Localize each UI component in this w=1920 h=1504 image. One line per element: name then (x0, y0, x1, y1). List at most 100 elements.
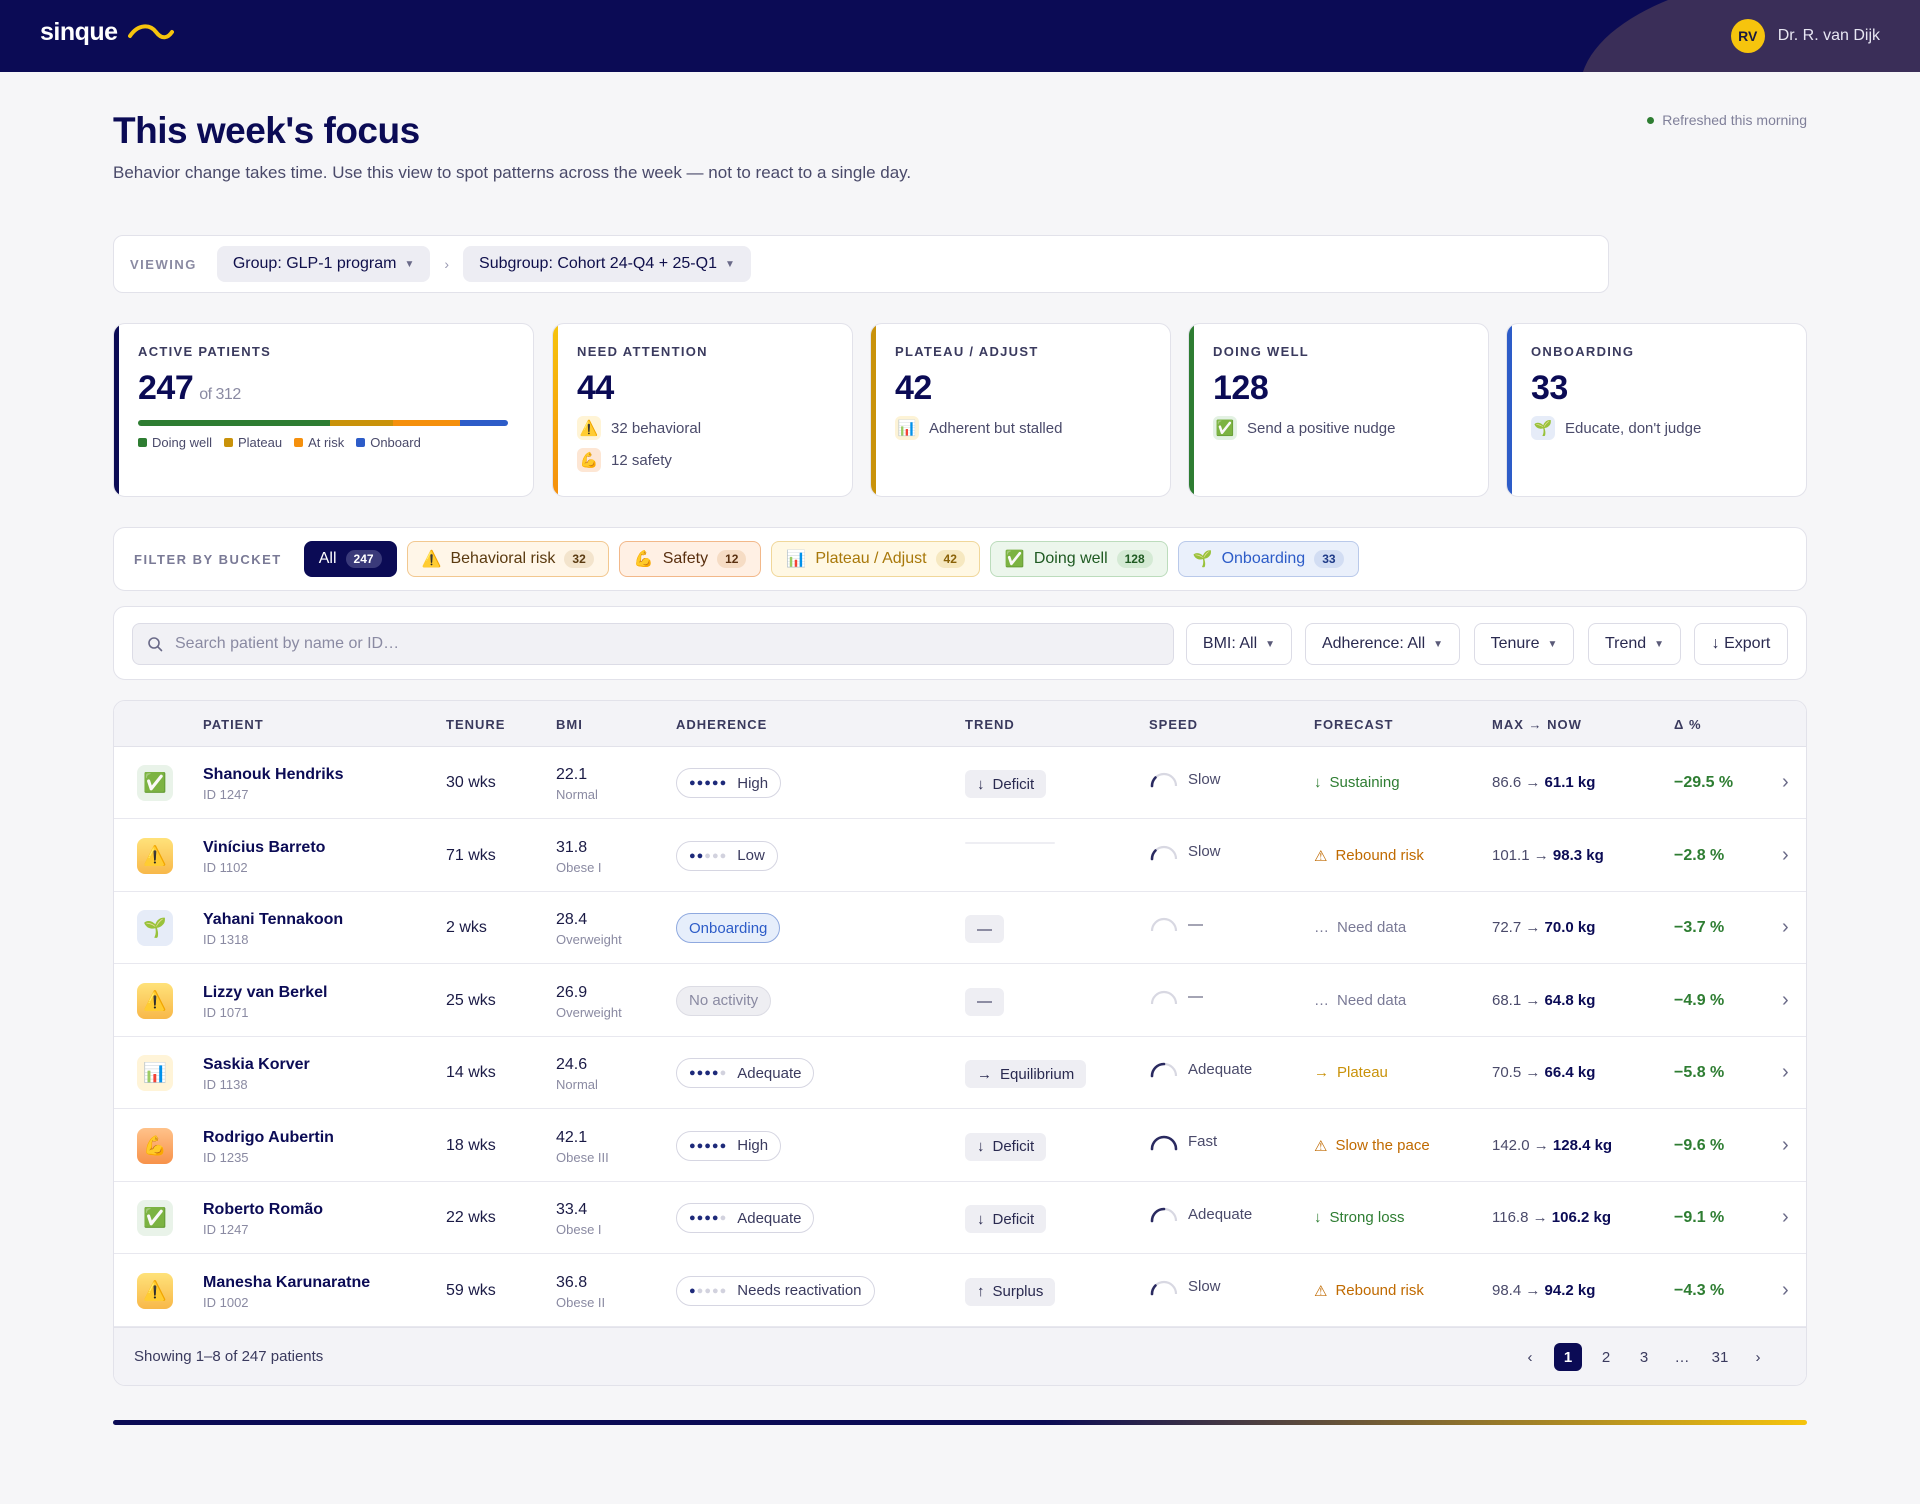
page-button-2[interactable]: 2 (1601, 1348, 1611, 1366)
patient-id: ID 1002 (203, 1294, 249, 1310)
bmi-category: Obese I (556, 1222, 602, 1237)
patient-name[interactable]: Roberto Romão (203, 1201, 323, 1218)
kpi-active-patients[interactable]: ACTIVE PATIENTS 247 of 312 Doing well Plat… (113, 323, 534, 497)
user-menu[interactable]: RV Dr. R. van Dijk (1730, 19, 1880, 53)
weight-max: 70.5 (1492, 1064, 1522, 1081)
bucket-filter-behavioral-risk[interactable]: ⚠️ Behavioral risk 32 (406, 541, 609, 577)
kpi-plateau-adjust[interactable]: PLATEAU / ADJUST 42 📊 Adherent but stalle… (870, 323, 1171, 497)
column-header-bmi[interactable]: BMI (556, 717, 583, 732)
chevron-right-icon[interactable]: › (1782, 771, 1789, 793)
column-header-trend[interactable]: TREND (965, 717, 1015, 732)
card-accent (553, 324, 558, 496)
chevron-right-icon[interactable]: › (1782, 843, 1789, 866)
search-box[interactable] (132, 623, 1174, 665)
weight-now: 128.4 kg (1552, 1136, 1613, 1154)
next-page-button[interactable]: › (1755, 1348, 1761, 1366)
kpi-value: 247 of 312 (138, 369, 533, 408)
refresh-status-text: Refreshed this morning (1662, 112, 1807, 128)
legend-swatch (356, 438, 366, 447)
table-row[interactable]: ✅ Shanouk Hendriks ID 1247 30 wks 22.1 Normal… (114, 747, 1806, 819)
prev-page-button[interactable]: ‹ (1527, 1348, 1533, 1366)
adherence-dots: ●●●●● (689, 1284, 728, 1297)
table-row[interactable]: ✅ Roberto Romão ID 1247 22 wks 33.4 Obese I ●●… (114, 1182, 1806, 1254)
kpi-onboarding[interactable]: ONBOARDING 33 🌱 Educate, don't judge (1506, 323, 1807, 497)
tenure-value: 14 wks (446, 1064, 496, 1081)
weight-max: 116.8 (1492, 1209, 1529, 1226)
table-row[interactable]: 💪 Rodrigo Aubertin ID 1235 18 wks 42.1 Obese … (114, 1110, 1806, 1182)
page-button-31[interactable]: 31 (1711, 1348, 1729, 1366)
export-button[interactable]: ↓ Export (1694, 623, 1788, 665)
group-select[interactable]: Group: GLP-1 program ▼ (216, 246, 431, 282)
seedling-icon: 🌱 (137, 910, 173, 946)
trend-label: — (977, 920, 992, 938)
bucket-filter-plateau-adjust[interactable]: 📊 Plateau / Adjust 42 (771, 541, 980, 577)
patient-name[interactable]: Saskia Korver (203, 1056, 310, 1073)
search-input[interactable] (175, 635, 1075, 653)
legend-label: Doing well (152, 435, 212, 450)
chevron-right-icon[interactable]: › (1782, 1061, 1789, 1083)
chevron-down-icon: ▼ (1433, 638, 1444, 650)
delta-percent: −9.6 % (1674, 1136, 1725, 1154)
bucket-segment (330, 420, 394, 426)
patient-name[interactable]: Rodrigo Aubertin (203, 1128, 334, 1146)
column-header-speed[interactable]: SPEED (1149, 717, 1199, 732)
kpi-need-attention[interactable]: NEED ATTENTION 44 ⚠️ 32 behavioral 💪 12 sa… (552, 323, 853, 497)
chevron-right-icon[interactable]: › (1782, 916, 1789, 938)
column-header-patient[interactable]: PATIENT (203, 717, 264, 732)
table-row[interactable]: ⚠️ Lizzy van Berkel ID 1071 25 wks 26.9 Overw… (114, 965, 1806, 1037)
table-row[interactable]: ⚠️ Manesha Karunaratne ID 1002 59 wks 36.8 Ob… (114, 1255, 1806, 1327)
bucket-distribution-bar (138, 420, 508, 426)
adherence-filter-select[interactable]: Adherence: All ▼ (1305, 623, 1460, 665)
table-row[interactable]: 🌱 Yahani Tennakoon ID 1318 2 wks 28.4 Overwei… (114, 892, 1806, 964)
patient-name[interactable]: Yahani Tennakoon (203, 911, 344, 928)
bmi-filter-select[interactable]: BMI: All ▼ (1186, 623, 1292, 665)
patient-name[interactable]: Lizzy van Berkel (203, 983, 328, 1001)
bucket-glyph: ✅ (143, 1208, 167, 1229)
app-logo[interactable]: sinque (40, 18, 174, 47)
column-header-max-now[interactable]: MAX → NOW (1492, 717, 1582, 732)
chevron-right-icon[interactable]: › (1782, 1206, 1789, 1228)
weight-now: 98.3 kg (1552, 846, 1604, 864)
adherence-label: Adequate (737, 1064, 802, 1082)
column-header-delta[interactable]: Δ % (1674, 717, 1702, 732)
bucket-filter-safety[interactable]: 💪 Safety 12 (618, 541, 762, 577)
speed-indicator: — (1149, 915, 1203, 933)
chevron-right-icon[interactable]: › (1782, 988, 1789, 1011)
bucket-glyph: ✅ (143, 773, 167, 794)
tenure-filter-select[interactable]: Tenure ▼ (1474, 623, 1574, 665)
bucket-filter-onboarding[interactable]: 🌱 Onboarding 33 (1177, 541, 1359, 577)
column-header-adherence[interactable]: ADHERENCE (676, 717, 768, 732)
legend-item: Onboard (356, 435, 421, 450)
column-header-forecast[interactable]: FORECAST (1314, 717, 1394, 732)
logo-text: sinque (40, 18, 118, 46)
bucket-segment (138, 420, 331, 426)
patient-name[interactable]: Shanouk Hendriks (203, 766, 344, 783)
trend-arrow-icon: ↓ (977, 1210, 985, 1228)
table-row[interactable]: ⚠️ Vinícius Barreto ID 1102 71 wks 31.8 Obese… (114, 820, 1806, 892)
weight-max-now: 68.1 → 64.8 kg (1492, 992, 1595, 1009)
chevron-right-icon[interactable]: › (1782, 1133, 1789, 1156)
page-button-3[interactable]: 3 (1639, 1348, 1649, 1366)
speed-gauge-icon (1150, 845, 1178, 860)
chevron-down-icon: ▼ (1654, 638, 1665, 650)
speed-gauge-icon (1150, 1207, 1178, 1223)
speed-label: — (1188, 988, 1203, 1005)
page-button-1[interactable]: 1 (1554, 1343, 1582, 1371)
tenure-value: 71 wks (446, 846, 496, 864)
trend-filter-select[interactable]: Trend ▼ (1588, 623, 1681, 665)
column-header-tenure[interactable]: TENURE (446, 717, 506, 732)
bucket-filter-all[interactable]: All 247 (303, 541, 397, 577)
adherence-dots: ●●●●● (689, 1212, 728, 1224)
patient-name[interactable]: Manesha Karunaratne (203, 1273, 371, 1291)
table-row[interactable]: 📊 Saskia Korver ID 1138 14 wks 24.6 Normal ●●●… (114, 1037, 1806, 1109)
bucket-filter-doing-well[interactable]: ✅ Doing well 128 (989, 541, 1168, 577)
speed-gauge-icon (1150, 1062, 1178, 1078)
arrow-right-icon: → (1533, 1136, 1549, 1154)
seedling-icon: 🌱 (1192, 551, 1213, 568)
adherence-dots: ●●●●● (689, 849, 728, 862)
subgroup-select[interactable]: Subgroup: Cohort 24-Q4 + 25-Q1 ▼ (463, 246, 751, 282)
bar-chart-icon: 📊 (137, 1055, 173, 1091)
chevron-right-icon[interactable]: › (1782, 1278, 1789, 1301)
kpi-doing-well[interactable]: DOING WELL 128 ✅ Send a positive nudge (1188, 323, 1489, 497)
patient-name[interactable]: Vinícius Barreto (203, 838, 326, 856)
